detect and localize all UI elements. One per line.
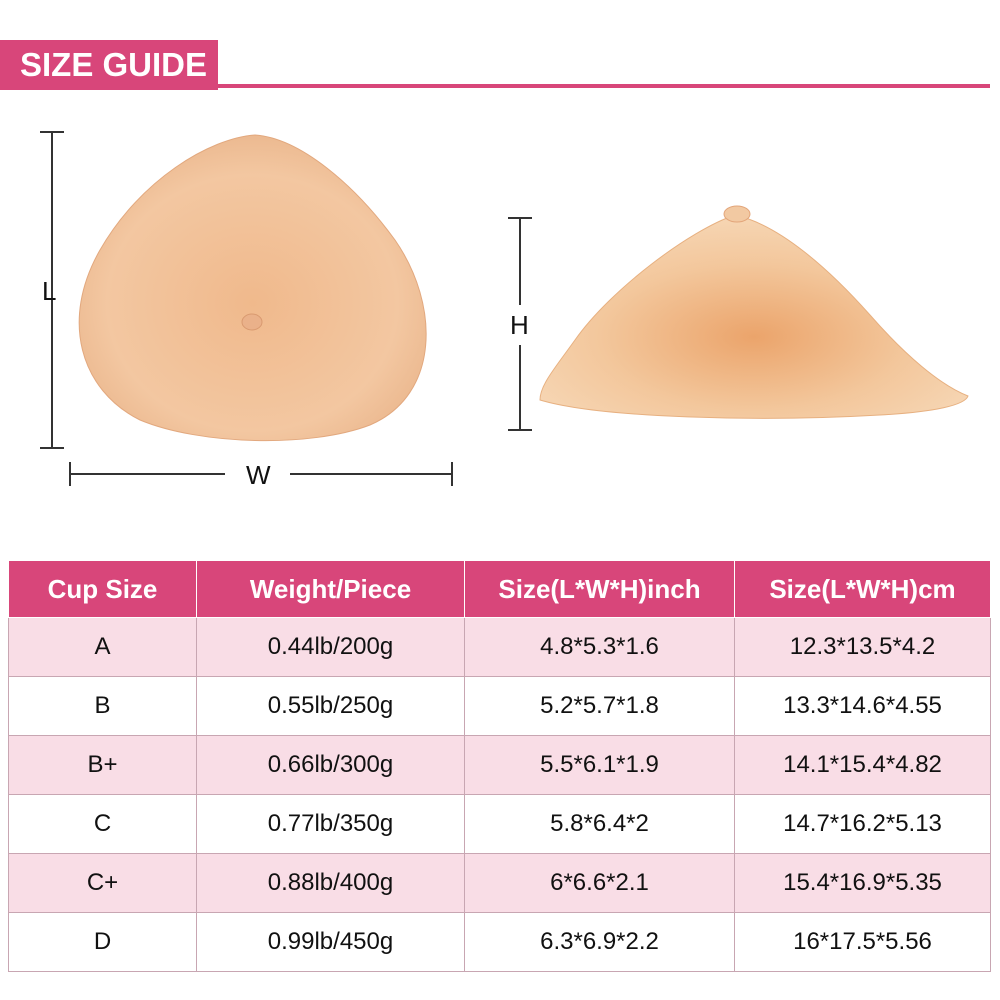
header-size-cm: Size(L*W*H)cm: [734, 560, 991, 618]
nipple-detail: [241, 313, 263, 331]
size-table: Cup Size Weight/Piece Size(L*W*H)inch Si…: [8, 560, 991, 972]
breast-form-front-view: [78, 134, 427, 442]
table-row: C 0.77lb/350g 5.8*6.4*2 14.7*16.2*5.13: [8, 794, 991, 854]
size-inch-cell: 4.8*5.3*1.6: [464, 617, 735, 677]
size-inch-cell: 5.5*6.1*1.9: [464, 735, 735, 795]
size-cm-cell: 14.7*16.2*5.13: [734, 794, 991, 854]
weight-cell: 0.99lb/450g: [196, 912, 465, 972]
table-row: C+ 0.88lb/400g 6*6.6*2.1 15.4*16.9*5.35: [8, 853, 991, 913]
cup-size-cell: C: [8, 794, 197, 854]
cup-size-cell: A: [8, 617, 197, 677]
cup-size-cell: C+: [8, 853, 197, 913]
size-guide-banner: SIZE GUIDE: [0, 40, 218, 90]
table-row: B 0.55lb/250g 5.2*5.7*1.8 13.3*14.6*4.55: [8, 676, 991, 736]
length-dimension-line: [40, 131, 64, 449]
size-cm-cell: 13.3*14.6*4.55: [734, 676, 991, 736]
table-row: A 0.44lb/200g 4.8*5.3*1.6 12.3*13.5*4.2: [8, 617, 991, 677]
size-cm-cell: 15.4*16.9*5.35: [734, 853, 991, 913]
product-illustration: L W H: [0, 100, 1000, 520]
width-dimension-line: [69, 462, 453, 486]
header-cup-size: Cup Size: [8, 560, 197, 618]
product-diagram: [40, 131, 969, 486]
page-title: SIZE GUIDE: [20, 46, 208, 83]
table-row: B+ 0.66lb/300g 5.5*6.1*1.9 14.1*15.4*4.8…: [8, 735, 991, 795]
size-cm-cell: 16*17.5*5.56: [734, 912, 991, 972]
size-inch-cell: 6*6.6*2.1: [464, 853, 735, 913]
size-inch-cell: 6.3*6.9*2.2: [464, 912, 735, 972]
width-label: W: [246, 460, 271, 490]
table-row: D 0.99lb/450g 6.3*6.9*2.2 16*17.5*5.56: [8, 912, 991, 972]
size-inch-cell: 5.2*5.7*1.8: [464, 676, 735, 736]
size-inch-cell: 5.8*6.4*2: [464, 794, 735, 854]
banner-divider: [218, 84, 990, 88]
weight-cell: 0.66lb/300g: [196, 735, 465, 795]
header-weight: Weight/Piece: [196, 560, 465, 618]
weight-cell: 0.55lb/250g: [196, 676, 465, 736]
size-cm-cell: 12.3*13.5*4.2: [734, 617, 991, 677]
breast-form-side-view: [539, 214, 969, 419]
nipple-side-detail: [723, 205, 751, 223]
header-size-inch: Size(L*W*H)inch: [464, 560, 735, 618]
cup-size-cell: B+: [8, 735, 197, 795]
length-label: L: [42, 276, 57, 306]
height-label: H: [510, 310, 529, 340]
table-header-row: Cup Size Weight/Piece Size(L*W*H)inch Si…: [8, 560, 991, 618]
cup-size-cell: D: [8, 912, 197, 972]
height-dimension-line: [508, 217, 532, 431]
weight-cell: 0.77lb/350g: [196, 794, 465, 854]
weight-cell: 0.88lb/400g: [196, 853, 465, 913]
weight-cell: 0.44lb/200g: [196, 617, 465, 677]
cup-size-cell: B: [8, 676, 197, 736]
size-cm-cell: 14.1*15.4*4.82: [734, 735, 991, 795]
